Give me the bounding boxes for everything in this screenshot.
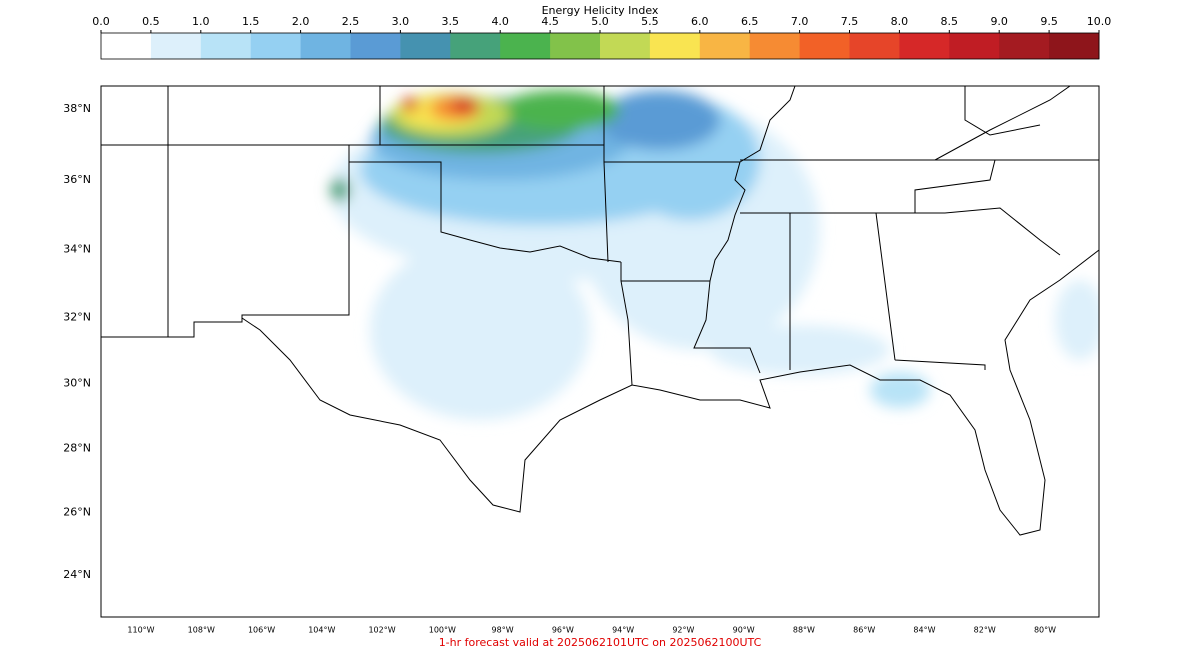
colorbar-bin <box>550 33 601 59</box>
colorbar-tick-label: 8.5 <box>941 15 959 28</box>
colorbar-bin <box>899 33 950 59</box>
colorbar-bin <box>101 33 152 59</box>
colorbar-tick-label: 3.0 <box>392 15 410 28</box>
colorbar-bin <box>749 33 801 59</box>
lon-label: 84°W <box>913 626 935 635</box>
lon-label: 98°W <box>492 626 514 635</box>
colorbar: 0.0 0.5 1.0 1.5 2.0 2.5 3.0 3.5 4.0 4.5 5.0 5.5 6.0 6… <box>92 15 1112 60</box>
lon-label: 100°W <box>429 626 456 635</box>
colorbar-bin <box>600 33 651 59</box>
lon-label: 88°W <box>793 626 815 635</box>
colorbar-tick-label: 0.5 <box>142 15 160 28</box>
lat-label: 36°N <box>63 173 91 186</box>
colorbar-tick-label: 7.0 <box>791 15 809 28</box>
colorbar-bin <box>300 33 351 59</box>
colorbar-tick-label: 1.0 <box>192 15 210 28</box>
lat-label: 30°N <box>63 377 91 390</box>
lon-label: 80°W <box>1034 626 1056 635</box>
colorbar-bin <box>1049 33 1100 59</box>
lon-label: 104°W <box>308 626 335 635</box>
lon-label: 82°W <box>974 626 996 635</box>
colorbar-tick-label: 9.0 <box>990 15 1008 28</box>
lat-label: 32°N <box>63 310 91 323</box>
colorbar-bin <box>849 33 900 59</box>
colorbar-bin <box>150 33 202 59</box>
colorbar-tick-label: 2.0 <box>292 15 310 28</box>
colorbar-bin <box>350 33 401 59</box>
colorbar-tick-label: 1.5 <box>242 15 260 28</box>
lon-label: 106°W <box>248 626 275 635</box>
borders <box>101 86 1099 536</box>
lon-label: 96°W <box>552 626 574 635</box>
lon-label: 92°W <box>672 626 694 635</box>
colorbar-tick-label: 6.0 <box>691 15 709 28</box>
colorbar-tick-label: 8.0 <box>891 15 909 28</box>
colorbar-tick-label: 4.5 <box>541 15 559 28</box>
lat-label: 26°N <box>63 505 91 518</box>
colorbar-tick-label: 0.0 <box>92 15 110 28</box>
colorbar-tick-label: 6.5 <box>741 15 759 28</box>
colorbar-tick-label: 5.0 <box>591 15 609 28</box>
colorbar-tick-label: 5.5 <box>641 15 659 28</box>
lat-label: 34°N <box>63 243 91 256</box>
colorbar-tick-label: 10.0 <box>1087 15 1112 28</box>
colorbar-bin <box>500 33 551 59</box>
lat-label: 28°N <box>63 442 91 455</box>
colorbar-bin <box>699 33 751 59</box>
lon-label: 90°W <box>733 626 755 635</box>
colorbar-bin <box>200 33 252 59</box>
colorbar-tick-label: 2.5 <box>342 15 360 28</box>
colorbar-bin <box>999 33 1050 59</box>
footer: 1-hr forecast valid at 2025062101UTC on … <box>439 636 762 649</box>
map <box>101 86 1099 536</box>
lon-label: 110°W <box>127 626 154 635</box>
map-frame <box>100 85 1100 618</box>
lat-label: 38°N <box>63 102 91 115</box>
lon-label: 94°W <box>612 626 634 635</box>
colorbar-bin <box>250 33 302 59</box>
colorbar-bin <box>400 33 451 59</box>
colorbar-tick-label: 7.5 <box>841 15 859 28</box>
colorbar-title: Energy Helicity Index <box>542 4 659 17</box>
lat-label: 24°N <box>63 568 91 581</box>
colorbar-bin <box>450 33 501 59</box>
lon-label: 102°W <box>368 626 395 635</box>
colorbar-bin <box>649 33 701 59</box>
colorbar-bin <box>799 33 850 59</box>
lon-label: 86°W <box>853 626 875 635</box>
colorbar-tick-label: 4.0 <box>491 15 509 28</box>
axes: 38°N 36°N 34°N 32°N 30°N 28°N 26°N 24°N 110°W 108… <box>63 102 1056 635</box>
field <box>330 90 1099 420</box>
colorbar-tick-label: 3.5 <box>442 15 460 28</box>
colorbar-tick-label: 9.5 <box>1040 15 1058 28</box>
colorbar-bin <box>949 33 1000 59</box>
lon-label: 108°W <box>188 626 215 635</box>
